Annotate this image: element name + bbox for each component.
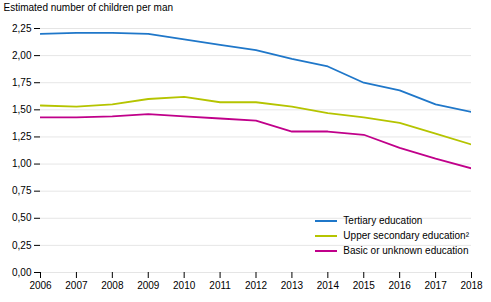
- html-text:Upper secondary education²: Upper secondary education²: [343, 230, 469, 241]
- svg-text:2015: 2015: [353, 280, 376, 291]
- svg-text:2008: 2008: [101, 280, 124, 291]
- svg-text:0,00: 0,00: [12, 267, 32, 278]
- svg-text:0,50: 0,50: [12, 212, 32, 223]
- svg-text:2010: 2010: [173, 280, 196, 291]
- svg-text:0,75: 0,75: [12, 185, 32, 196]
- svg-text:1,00: 1,00: [12, 158, 32, 169]
- svg-text:2018: 2018: [460, 280, 483, 291]
- html-text:Basic or unknown education: Basic or unknown education: [343, 245, 469, 256]
- svg-text:2,25: 2,25: [12, 23, 32, 34]
- svg-text:2012: 2012: [245, 280, 268, 291]
- svg-text:2,00: 2,00: [12, 50, 32, 61]
- svg-text:2011: 2011: [209, 280, 231, 291]
- svg-text:Estimated number of children p: Estimated number of children per man: [4, 2, 174, 13]
- svg-text:2013: 2013: [281, 280, 304, 291]
- svg-text:2009: 2009: [137, 280, 160, 291]
- svg-text:1,50: 1,50: [12, 104, 32, 115]
- html-text:Tertiary education: Tertiary education: [343, 215, 423, 226]
- svg-text:2014: 2014: [317, 280, 340, 291]
- svg-text:2007: 2007: [65, 280, 88, 291]
- svg-text:1,25: 1,25: [12, 131, 32, 142]
- svg-text:2006: 2006: [29, 280, 52, 291]
- svg-text:2016: 2016: [389, 280, 412, 291]
- svg-text:1,75: 1,75: [12, 77, 32, 88]
- svg-text:0,25: 0,25: [12, 240, 32, 251]
- svg-text:2017: 2017: [424, 280, 447, 291]
